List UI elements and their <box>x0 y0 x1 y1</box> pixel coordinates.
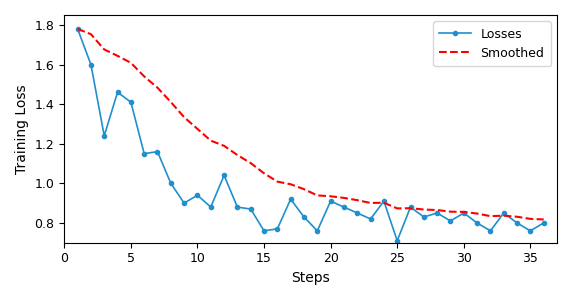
Smoothed <box>514 215 521 219</box>
Smoothed <box>88 32 94 36</box>
Smoothed <box>114 54 121 58</box>
Losses <box>407 205 414 209</box>
Losses <box>207 205 214 209</box>
Line: Smoothed: Smoothed <box>78 29 543 220</box>
Losses <box>234 205 241 209</box>
Smoothed <box>527 217 534 221</box>
Losses <box>514 221 521 225</box>
Losses <box>300 215 307 219</box>
Losses <box>474 221 480 225</box>
Losses <box>261 229 268 232</box>
Smoothed <box>274 180 281 183</box>
Smoothed <box>181 116 188 119</box>
Losses <box>128 100 134 104</box>
Smoothed <box>154 86 161 89</box>
Losses <box>181 201 188 205</box>
Losses <box>540 221 547 225</box>
Smoothed <box>194 127 201 131</box>
Losses <box>274 227 281 231</box>
Smoothed <box>340 196 347 200</box>
Losses <box>168 182 174 185</box>
Losses <box>354 211 361 215</box>
Line: Losses: Losses <box>76 27 546 243</box>
Losses <box>327 199 334 203</box>
Smoothed <box>300 188 307 191</box>
Smoothed <box>354 198 361 202</box>
Losses <box>380 199 387 203</box>
Losses <box>487 229 494 232</box>
Smoothed <box>128 61 134 64</box>
Smoothed <box>487 214 494 218</box>
Smoothed <box>380 201 387 205</box>
Smoothed <box>168 100 174 104</box>
Smoothed <box>460 210 467 214</box>
Smoothed <box>327 194 334 198</box>
Losses <box>101 134 108 138</box>
Losses <box>114 90 121 94</box>
Smoothed <box>314 194 321 197</box>
Y-axis label: Training Loss: Training Loss <box>15 84 29 174</box>
Losses <box>340 205 347 209</box>
Losses <box>527 229 534 232</box>
X-axis label: Steps: Steps <box>291 271 330 285</box>
Losses <box>141 152 148 155</box>
Smoothed <box>434 208 440 212</box>
Smoothed <box>407 206 414 210</box>
Losses <box>447 219 454 223</box>
Losses <box>394 239 400 242</box>
Losses <box>194 194 201 197</box>
Losses <box>287 197 294 201</box>
Losses <box>74 27 81 31</box>
Smoothed <box>540 218 547 221</box>
Smoothed <box>367 201 374 205</box>
Smoothed <box>101 48 108 51</box>
Smoothed <box>287 182 294 186</box>
Smoothed <box>221 144 228 148</box>
Losses <box>247 207 254 211</box>
Losses <box>420 215 427 219</box>
Losses <box>154 150 161 153</box>
Losses <box>314 229 321 232</box>
Losses <box>88 63 94 66</box>
Losses <box>434 211 440 215</box>
Smoothed <box>141 75 148 78</box>
Smoothed <box>261 172 268 175</box>
Smoothed <box>500 214 507 217</box>
Losses <box>500 211 507 215</box>
Smoothed <box>420 208 427 211</box>
Smoothed <box>234 153 241 157</box>
Losses <box>367 217 374 221</box>
Losses <box>460 211 467 215</box>
Losses <box>221 174 228 177</box>
Smoothed <box>247 161 254 165</box>
Smoothed <box>74 27 81 31</box>
Smoothed <box>394 207 400 210</box>
Smoothed <box>474 212 480 215</box>
Legend: Losses, Smoothed: Losses, Smoothed <box>433 21 551 66</box>
Smoothed <box>207 139 214 142</box>
Smoothed <box>447 210 454 214</box>
